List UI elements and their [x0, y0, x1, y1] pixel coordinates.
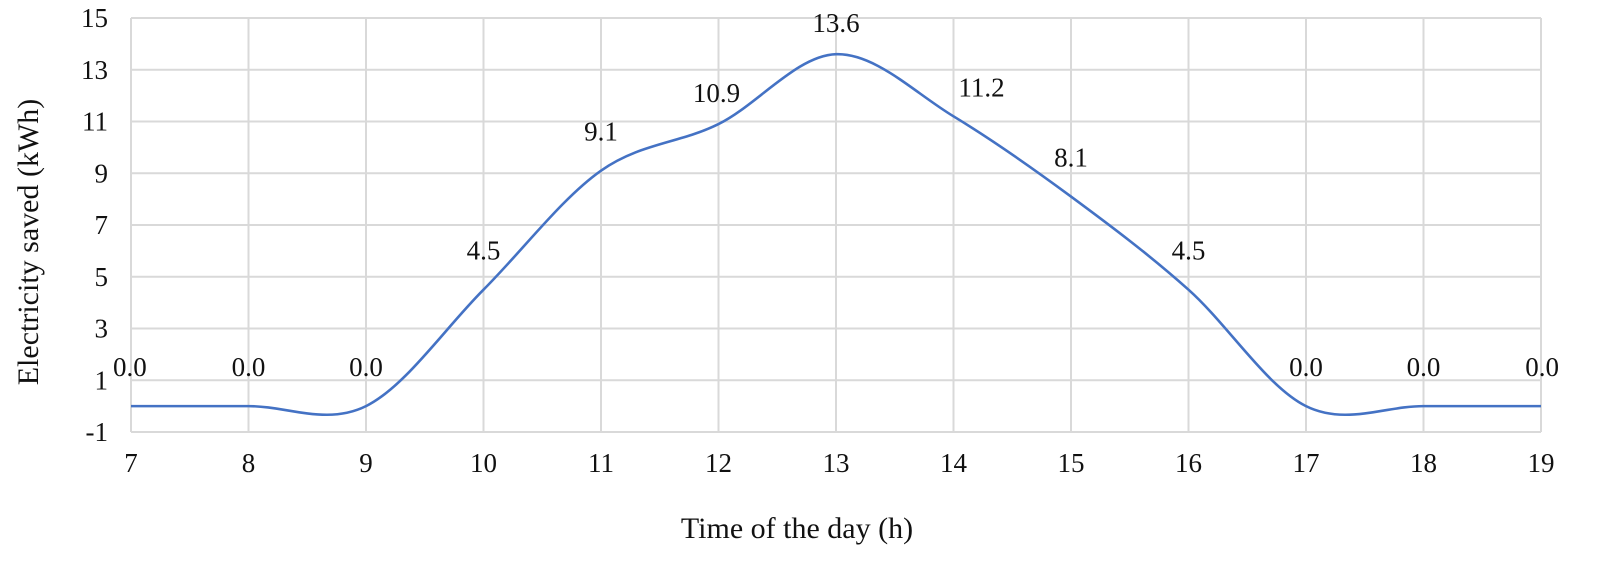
data-label: 8.1	[1054, 143, 1088, 173]
data-label: 4.5	[467, 236, 501, 266]
x-tick-label: 18	[1410, 448, 1437, 478]
series-layer	[131, 52, 1541, 417]
x-tick-label: 9	[359, 448, 373, 478]
series-line	[131, 52, 1541, 417]
data-label: 0.0	[113, 352, 147, 382]
y-tick-label: 5	[95, 262, 109, 292]
y-tick-label: 11	[82, 107, 108, 137]
data-label: 0.0	[1289, 352, 1323, 382]
data-label: 0.0	[1525, 352, 1559, 382]
x-tick-label: 7	[124, 448, 138, 478]
y-tick-label: 9	[95, 158, 109, 188]
grid	[130, 17, 1542, 433]
x-tick-label: 14	[940, 448, 968, 478]
data-label: 0.0	[232, 352, 266, 382]
data-label: 9.1	[584, 117, 618, 147]
x-tick-label: 15	[1058, 448, 1085, 478]
x-tick-label: 11	[588, 448, 614, 478]
x-tick-label: 16	[1175, 448, 1202, 478]
data-label: 13.6	[812, 8, 859, 38]
x-tick-label: 19	[1528, 448, 1555, 478]
y-tick-label: 15	[81, 3, 108, 33]
x-tick-label: 17	[1293, 448, 1320, 478]
y-tick-label: 7	[95, 210, 109, 240]
x-axis-ticks: 7 8 9 10 11 12 13 14 15 16 17 18 19	[124, 448, 1554, 478]
data-label: 4.5	[1172, 236, 1206, 266]
y-axis-title: Electricity saved (kWh)	[12, 99, 45, 386]
data-label: 0.0	[349, 352, 383, 382]
x-tick-label: 8	[242, 448, 256, 478]
x-tick-label: 13	[823, 448, 850, 478]
y-tick-label: 3	[95, 314, 109, 344]
y-tick-label: 1	[95, 365, 109, 395]
data-labels: 0.0 0.0 0.0 4.5 9.1 10.9 13.6 11.2 8.1 4.5 0.0 0.0 0…	[113, 8, 1559, 382]
x-axis-title: Time of the day (h)	[681, 512, 913, 545]
x-tick-label: 10	[470, 448, 497, 478]
data-label: 11.2	[958, 72, 1004, 102]
y-tick-label: -1	[86, 417, 109, 447]
data-label: 10.9	[693, 78, 740, 108]
data-label: 0.0	[1407, 352, 1441, 382]
y-tick-label: 13	[81, 55, 108, 85]
x-tick-label: 12	[705, 448, 732, 478]
